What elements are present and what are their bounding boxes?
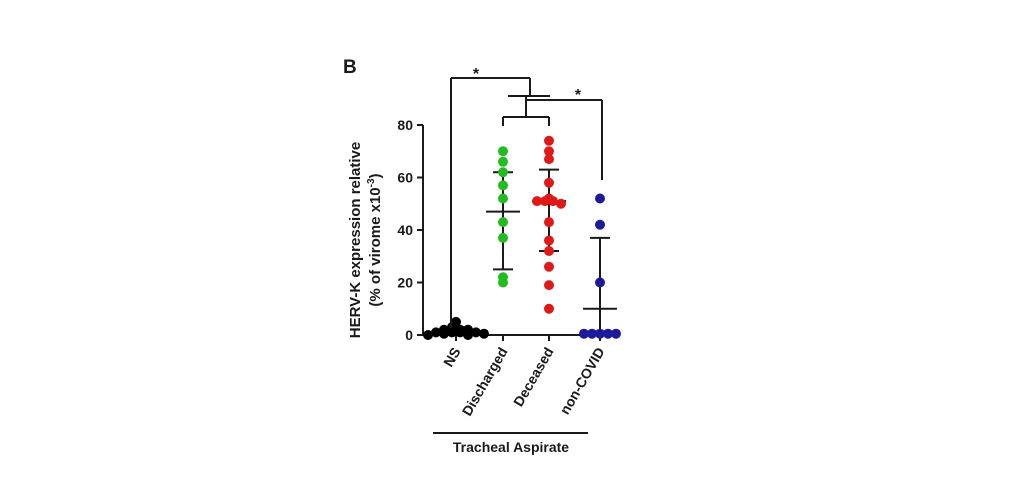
data-point <box>544 146 554 157</box>
panel-label: B <box>343 57 357 78</box>
x-tick-label: Discharged <box>459 345 511 419</box>
data-point <box>498 232 508 243</box>
data-point <box>544 177 554 188</box>
data-point <box>498 167 508 178</box>
data-point <box>544 246 554 256</box>
data-point <box>498 272 508 283</box>
y-tick-label: 40 <box>397 222 413 238</box>
data-point <box>498 180 508 191</box>
data-point <box>455 324 465 335</box>
data-point <box>498 156 508 167</box>
y-ticks: 0 20 40 60 80 <box>397 117 423 343</box>
y-tick-label: 20 <box>397 275 413 291</box>
data-point <box>556 198 566 209</box>
y-axis-title: HERV-K expression relative (% of virome … <box>347 142 384 338</box>
data-point <box>544 261 554 272</box>
data-point <box>587 328 597 339</box>
data-point <box>595 277 605 288</box>
y-tick-label: 80 <box>397 117 413 133</box>
x-group-label: Tracheal Aspirate <box>453 439 569 455</box>
significance-brackets: ** <box>450 66 603 328</box>
data-point <box>471 327 481 338</box>
x-tick-label: Deceased <box>510 345 557 410</box>
data-point <box>544 193 554 204</box>
data-point <box>498 146 508 157</box>
x-tick-label: non-COVID <box>556 345 607 418</box>
data-point <box>544 280 554 291</box>
y-tick-label: 60 <box>397 170 413 186</box>
data-point <box>595 219 605 230</box>
y-axis-title-line1: HERV-K expression relative <box>347 142 364 338</box>
data-point <box>544 217 554 228</box>
data-point <box>439 324 449 335</box>
data-point <box>544 154 554 165</box>
error-bars <box>439 168 617 336</box>
data-point <box>595 193 605 204</box>
y-tick-label: 0 <box>405 327 413 343</box>
data-point <box>595 328 605 339</box>
data-point <box>463 324 473 335</box>
data-points <box>423 135 621 340</box>
significance-star-2: * <box>575 87 582 104</box>
data-point <box>611 328 621 339</box>
y-axis-title-line2: (% of virome x10-3) <box>366 173 384 306</box>
x-tick-label: NS <box>440 345 464 370</box>
data-point <box>603 328 613 339</box>
data-point <box>498 217 508 228</box>
data-point <box>423 330 433 340</box>
significance-star-1: * <box>473 66 480 83</box>
data-point <box>544 235 554 246</box>
data-point <box>532 196 542 207</box>
data-point <box>498 193 508 204</box>
data-point <box>544 303 554 314</box>
data-point <box>451 316 461 327</box>
data-point <box>479 328 489 339</box>
data-point <box>579 328 589 339</box>
data-point <box>544 135 554 146</box>
data-point <box>431 327 441 338</box>
